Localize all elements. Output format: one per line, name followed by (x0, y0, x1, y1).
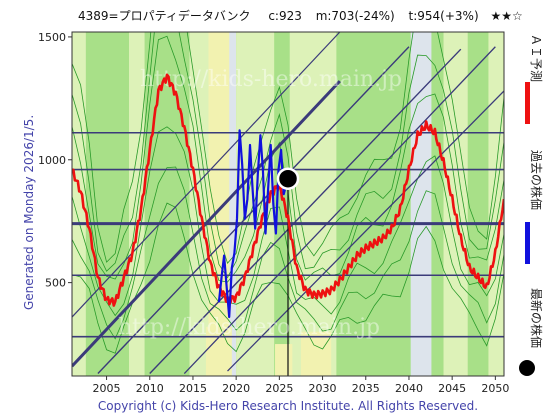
envelope-line (72, 32, 504, 279)
x-tick-label: 2010 (136, 382, 164, 395)
legend-forecast-label: ＡＩ予測 (529, 34, 543, 82)
generated-date: Generated on Monday 2026/1/5. (22, 115, 36, 310)
trend-line (72, 80, 341, 368)
bg-band (208, 32, 230, 376)
y-axis: 500 1000 1500 (38, 31, 72, 290)
x-tick-label: 2030 (309, 382, 337, 395)
y-tick-label: 1500 (38, 31, 66, 44)
copyright: Copyright (c) Kids-Hero Research Institu… (98, 399, 478, 413)
latest-price-marker (276, 167, 300, 190)
legend-forecast-swatch (525, 82, 530, 124)
x-tick-label: 2040 (395, 382, 423, 395)
trend-line (72, 32, 341, 318)
trend-line (149, 48, 462, 375)
forecast-line (72, 73, 504, 307)
bg-band (129, 32, 145, 376)
envelope-line (72, 32, 504, 264)
x-tick-label: 2050 (481, 382, 509, 395)
x-tick-label: 2020 (222, 382, 250, 395)
plot-frame (71, 31, 505, 377)
trend-line (183, 46, 496, 374)
ticker-name: 4389=プロパティデータバンク (78, 8, 250, 23)
legend: ＡＩ予測 過去の株価 最新の株価 (519, 34, 544, 376)
x-tick-label: 2035 (352, 382, 380, 395)
watermark: http://kids-hero.main.jp http://kids-her… (118, 67, 402, 340)
middle-price: m:703(-24%) (316, 9, 395, 23)
trend-line (227, 90, 504, 372)
rating-stars: ★★☆ (490, 9, 522, 23)
y-tick-label: 500 (45, 277, 66, 290)
x-tick-label: 2005 (93, 382, 121, 395)
legend-past-label: 過去の株価 (529, 150, 544, 210)
bg-band (410, 32, 432, 376)
series (72, 73, 504, 319)
x-tick-label: 2045 (438, 382, 466, 395)
x-tick-label: 2025 (265, 382, 293, 395)
bg-yellow-block (275, 344, 293, 376)
y-tick-label: 1000 (38, 154, 66, 167)
chart-title: 4389=プロパティデータバンク c:923 m:703(-24%) t:954… (78, 8, 523, 23)
target-price: t:954(+3%) (409, 9, 479, 23)
legend-past-swatch (525, 222, 530, 264)
bg-band (72, 32, 86, 376)
legend-latest-label: 最新の株価 (529, 288, 544, 348)
bg-band (488, 32, 504, 376)
bg-yellow-block (205, 326, 232, 376)
watermark-top: http://kids-hero.main.jp (140, 67, 402, 92)
x-axis: 2005 2010 2015 2020 2025 2030 2035 2040 2045 2050 (93, 376, 509, 395)
past-price-line (217, 129, 290, 319)
legend-latest-marker (519, 360, 535, 376)
current-price: c:923 (268, 9, 302, 23)
x-tick-label: 2015 (179, 382, 207, 395)
watermark-bottom: http://kids-hero.main.jp (118, 315, 380, 340)
bg-yellow-block (300, 331, 332, 376)
